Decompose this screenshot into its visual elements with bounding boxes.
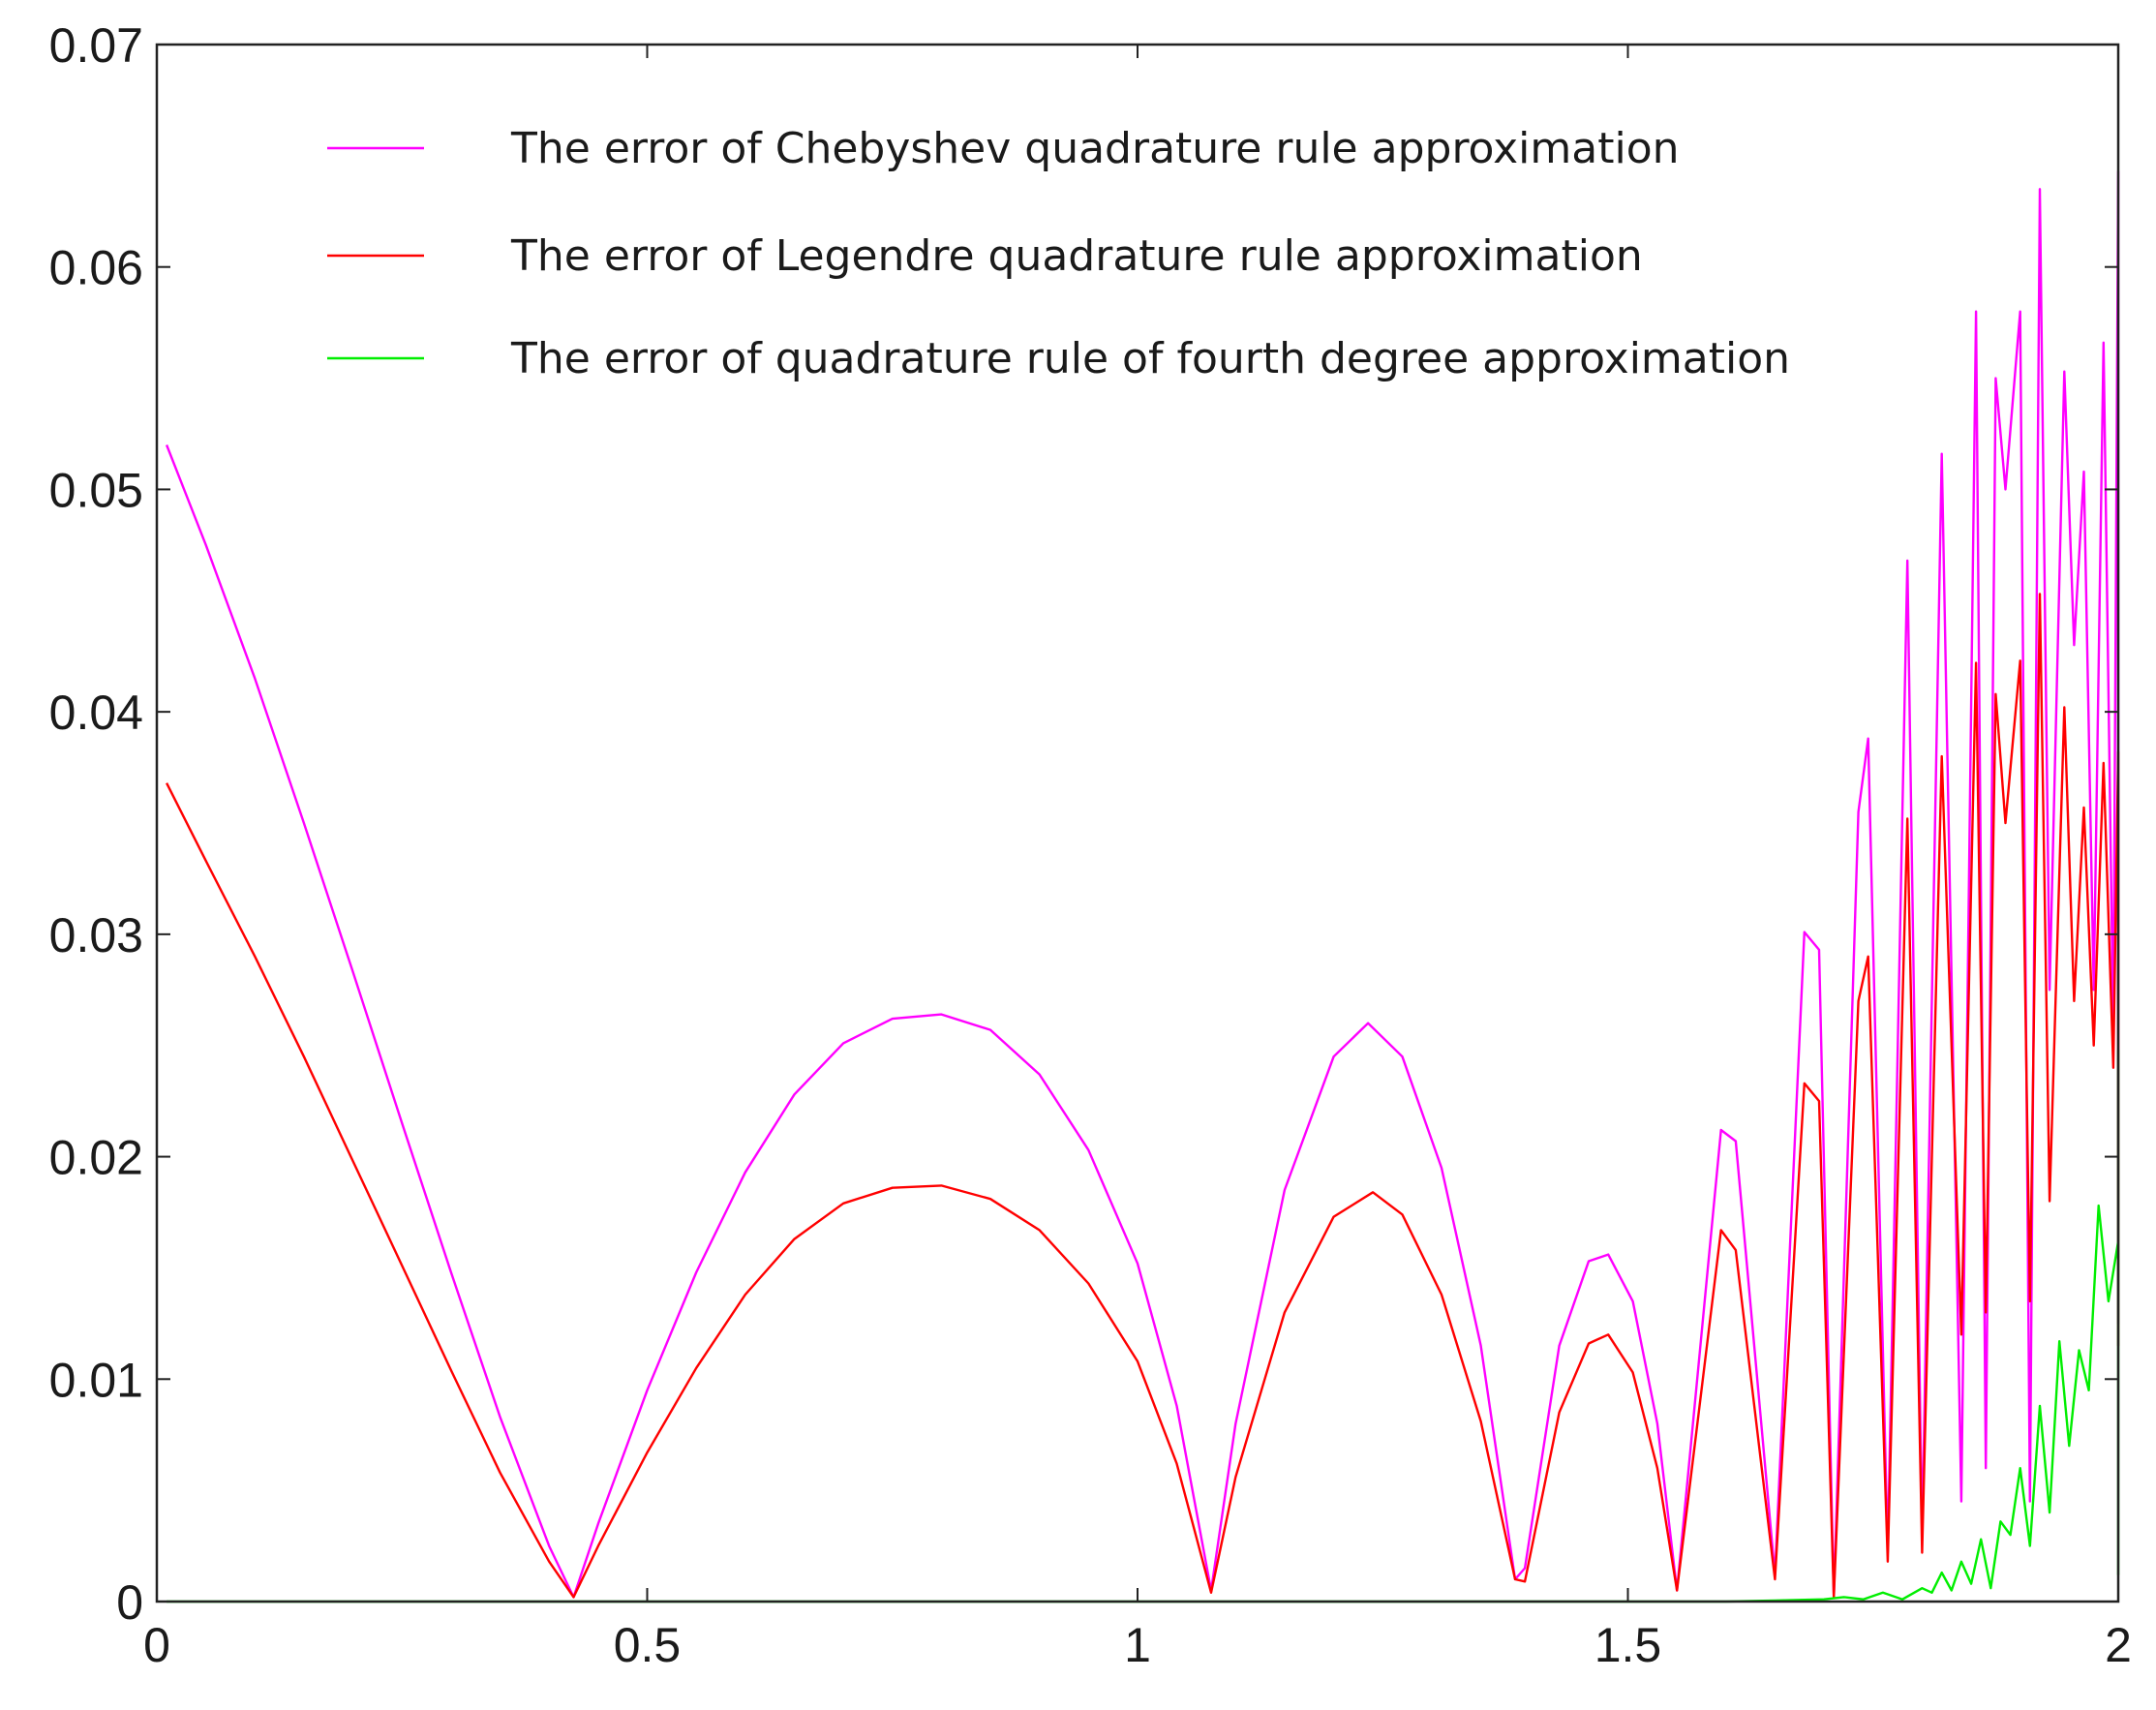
x-tick-label: 1 [1124, 1618, 1151, 1672]
legend-label-3: The error of quadrature rule of fourth d… [510, 334, 1790, 383]
y-tick-label: 0.07 [49, 18, 143, 73]
y-tick-label: 0 [116, 1575, 143, 1630]
series-line-2 [166, 593, 2120, 1599]
x-tick-label: 2 [2105, 1618, 2132, 1672]
series-line-3 [167, 1050, 2120, 1603]
y-tick-label: 0.04 [49, 686, 143, 740]
y-tick-label: 0.03 [49, 908, 143, 962]
legend-label-1: The error of Chebyshev quadrature rule a… [510, 124, 1680, 173]
y-tick-label: 0.06 [49, 241, 143, 295]
x-tick-label: 0 [143, 1618, 170, 1672]
x-tick-label: 1.5 [1594, 1618, 1662, 1672]
legend-label-2: The error of Legendre quadrature rule ap… [510, 231, 1643, 281]
legend: The error of Chebyshev quadrature rule a… [327, 124, 1790, 383]
y-tick-label: 0.05 [49, 463, 143, 517]
series-layer [165, 169, 2120, 1603]
y-tick-label: 0.02 [49, 1131, 143, 1185]
axis-ticks: 0 0.5 1 1.5 2 0 0.01 0.02 0.03 0.04 0.05 0.06 0.07 [49, 18, 2132, 1672]
y-tick-label: 0.01 [49, 1353, 143, 1407]
x-tick-label: 0.5 [614, 1618, 682, 1672]
